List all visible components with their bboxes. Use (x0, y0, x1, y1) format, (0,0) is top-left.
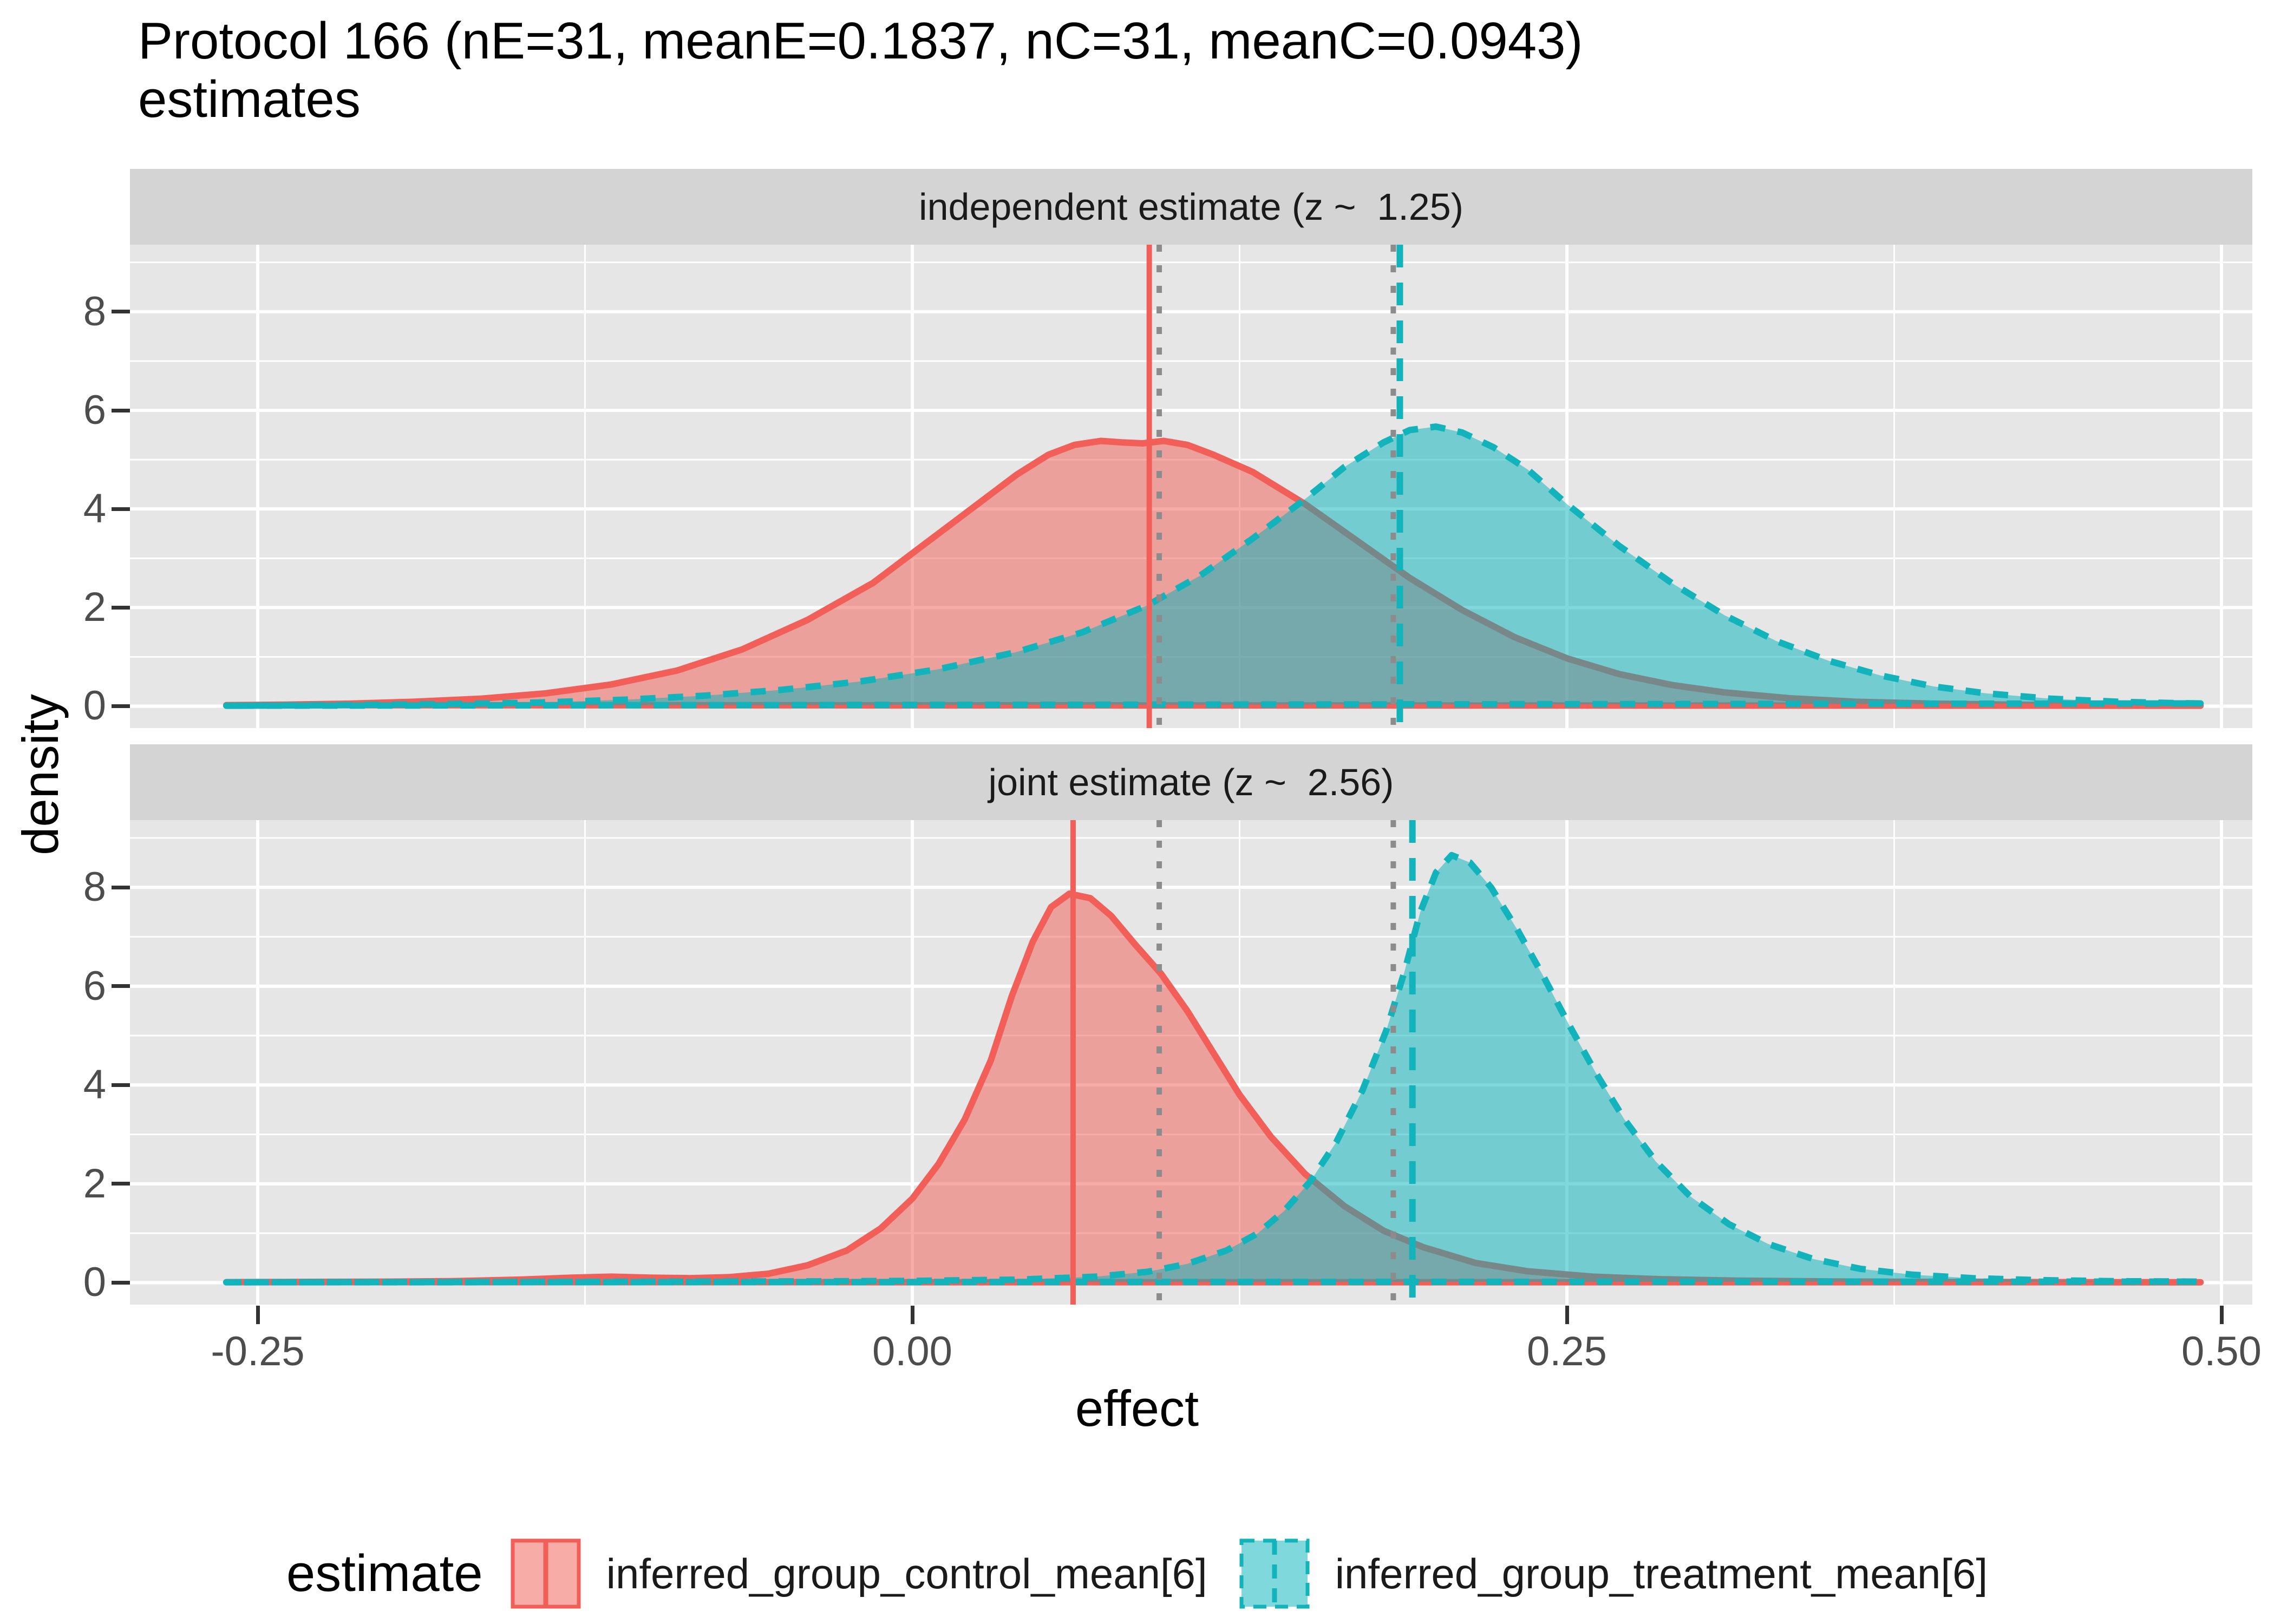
legend-title: estimate (286, 1544, 483, 1602)
plot-title-line2: estimates (138, 70, 361, 128)
y-tick-label: 6 (83, 387, 106, 433)
density-area-treatment (223, 423, 2204, 709)
legend-key-treatment-swatch (1239, 1538, 1310, 1609)
y-tick-label: 8 (83, 864, 106, 910)
x-axis-title: effect (1075, 1380, 1199, 1437)
y-tick-label: 2 (83, 584, 106, 630)
y-tick-mark (112, 1281, 130, 1285)
legend-label-control: inferred_group_control_mean[6] (606, 1549, 1207, 1597)
x-tick-mark (1565, 1306, 1569, 1324)
density-area-treatment (223, 852, 2204, 1286)
x-tick-label: 0.25 (1527, 1328, 1607, 1374)
density-panel-independent (130, 245, 2252, 728)
y-tick-label: 2 (83, 1161, 106, 1207)
y-tick-mark (112, 1083, 130, 1087)
y-tick-label: 4 (83, 1062, 106, 1108)
y-tick-mark (112, 984, 130, 988)
y-tick-label: 8 (83, 289, 106, 335)
x-tick-mark (2220, 1306, 2224, 1324)
legend-key-control-swatch (511, 1538, 581, 1609)
facet-strip-label-independent: independent estimate (z ~ 1.25) (919, 186, 1463, 228)
y-tick-mark (112, 507, 130, 511)
y-tick-mark (112, 606, 130, 610)
y-tick-label: 6 (83, 963, 106, 1009)
facet-strip-label-joint: joint estimate (z ~ 2.56) (988, 761, 1394, 803)
x-tick-label: -0.25 (211, 1328, 305, 1374)
legend: estimate inferred_group_control_mean[6] … (0, 1533, 2274, 1614)
y-tick-mark (112, 1182, 130, 1186)
y-axis-title: density (12, 694, 69, 855)
y-tick-mark (112, 704, 130, 708)
legend-label-treatment: inferred_group_treatment_mean[6] (1335, 1549, 1988, 1597)
facet-strip-joint: joint estimate (z ~ 2.56) (130, 744, 2252, 820)
x-tick-label: 0.50 (2181, 1328, 2262, 1374)
y-tick-label: 0 (83, 1259, 106, 1305)
y-tick-label: 4 (83, 486, 106, 532)
y-tick-label: 0 (83, 683, 106, 729)
density-panel-joint (130, 820, 2252, 1305)
x-tick-label: 0.00 (872, 1328, 952, 1374)
x-tick-mark (911, 1306, 914, 1324)
plot-title-line1: Protocol 166 (nE=31, meanE=0.1837, nC=31… (138, 12, 1583, 70)
y-tick-mark (112, 409, 130, 412)
legend-item-control: inferred_group_control_mean[6] (510, 1538, 1207, 1609)
y-tick-mark (112, 886, 130, 889)
x-tick-mark (256, 1306, 260, 1324)
facet-strip-independent: independent estimate (z ~ 1.25) (130, 169, 2252, 245)
y-tick-mark (112, 310, 130, 313)
legend-item-treatment: inferred_group_treatment_mean[6] (1239, 1538, 1988, 1609)
